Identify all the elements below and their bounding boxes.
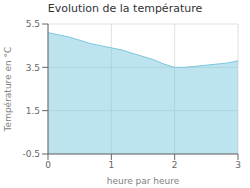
svg-text:5.5: 5.5	[26, 19, 40, 29]
svg-text:1.5: 1.5	[26, 106, 40, 116]
svg-text:2: 2	[172, 160, 178, 170]
svg-text:1: 1	[108, 160, 114, 170]
svg-text:-0.5: -0.5	[22, 149, 40, 159]
svg-text:3.5: 3.5	[26, 63, 40, 73]
svg-text:0: 0	[45, 160, 51, 170]
svg-text:3: 3	[235, 160, 241, 170]
svg-text:Température en °C: Température en °C	[8, 47, 13, 133]
svg-text:heure par heure: heure par heure	[107, 176, 180, 186]
html-text:Evolution de la température: Evolution de la température	[47, 2, 203, 15]
